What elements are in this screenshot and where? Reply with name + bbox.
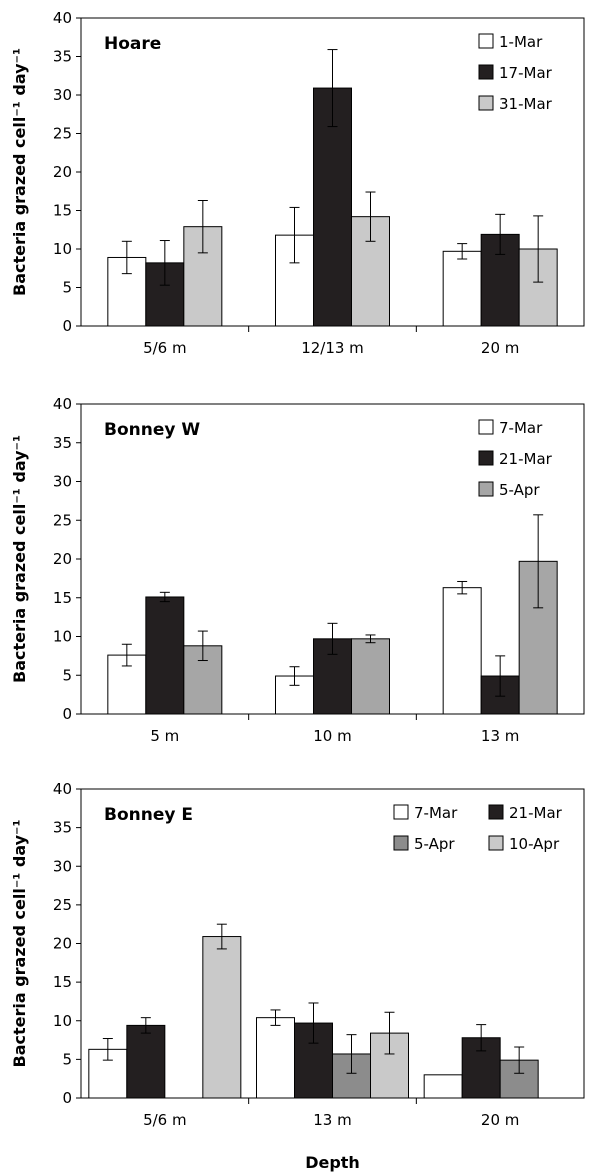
- legend-swatch: [478, 419, 494, 435]
- x-tick-label: 13 m: [481, 727, 519, 745]
- legend-label: 17-Mar: [499, 64, 553, 82]
- y-tick-label: 25: [53, 896, 72, 914]
- legend-label: 21-Mar: [499, 450, 553, 468]
- legend-label: 31-Mar: [499, 95, 553, 113]
- x-tick-label: 10 m: [313, 727, 351, 745]
- y-tick-label: 30: [53, 857, 72, 875]
- y-tick-label: 5: [62, 666, 72, 684]
- y-tick-label: 30: [53, 86, 72, 104]
- y-tick-label: 40: [53, 395, 72, 413]
- y-tick-label: 15: [53, 589, 72, 607]
- chart-panel-2: 0 5 10 15 20 25 30 35 40 5 m 10 m 13 m Bonney W 7-Mar…: [10, 395, 585, 745]
- y-tick-label: 40: [53, 9, 72, 27]
- panel-title: Hoare: [104, 34, 161, 54]
- y-axis-label: Bacteria grazed cell⁻¹ day⁻¹: [10, 48, 29, 296]
- bar: [256, 1017, 295, 1099]
- y-axis-label: Bacteria grazed cell⁻¹ day⁻¹: [10, 435, 29, 683]
- y-tick-label: 10: [53, 628, 72, 646]
- x-tick-label: 12/13 m: [301, 339, 364, 357]
- bar: [145, 596, 185, 715]
- x-axis-label: Depth: [305, 1153, 360, 1172]
- y-tick-label: 5: [62, 279, 72, 297]
- bar: [423, 1074, 463, 1099]
- panel-title: Bonney E: [104, 805, 193, 825]
- legend-label: 21-Mar: [509, 804, 563, 822]
- bar: [442, 250, 482, 327]
- legend-swatch: [478, 64, 494, 80]
- chart-panel-1: 0 5 10 15 20 25 30 35 40 5/6 m 12/13 m 20 m Hoare 1-M…: [10, 9, 585, 357]
- y-tick-label: 10: [53, 240, 72, 258]
- y-tick-label: 30: [53, 473, 72, 491]
- y-tick-label: 0: [62, 317, 72, 335]
- legend-label: 10-Apr: [509, 835, 560, 853]
- legend-label: 5-Apr: [414, 835, 455, 853]
- x-tick-label: 5/6 m: [143, 339, 187, 357]
- legend-swatch: [488, 835, 504, 851]
- legend-swatch: [488, 804, 504, 820]
- legend-swatch: [478, 450, 494, 466]
- legend-label: 7-Mar: [414, 804, 458, 822]
- y-tick-label: 15: [53, 973, 72, 991]
- legend-label: 5-Apr: [499, 481, 540, 499]
- y-tick-label: 35: [53, 434, 72, 452]
- y-tick-label: 5: [62, 1050, 72, 1068]
- y-tick-label: 25: [53, 511, 72, 529]
- bar: [202, 936, 242, 1099]
- y-tick-label: 25: [53, 125, 72, 143]
- y-tick-label: 35: [53, 819, 72, 837]
- bar: [351, 638, 390, 715]
- x-tick-label: 20 m: [481, 339, 519, 357]
- bar: [126, 1024, 166, 1099]
- legend-swatch: [478, 33, 494, 49]
- bar: [313, 87, 352, 327]
- x-tick-label: 13 m: [313, 1111, 351, 1129]
- y-tick-label: 20: [53, 163, 72, 181]
- panel-title: Bonney W: [104, 420, 200, 440]
- legend-swatch: [393, 804, 409, 820]
- y-tick-label: 15: [53, 202, 72, 220]
- y-tick-label: 20: [53, 935, 72, 953]
- y-tick-label: 10: [53, 1012, 72, 1030]
- legend-swatch: [393, 835, 409, 851]
- chart-panel-3: 0 5 10 15 20 25 30 35 40 5/6 m 13 m 20 m Bonney E 7-M…: [10, 780, 585, 1172]
- legend-swatch: [478, 95, 494, 111]
- y-tick-label: 0: [62, 1089, 72, 1107]
- x-tick-label: 5 m: [150, 727, 179, 745]
- legend-label: 1-Mar: [499, 33, 543, 51]
- y-tick-label: 0: [62, 705, 72, 723]
- x-tick-label: 20 m: [481, 1111, 519, 1129]
- legend-swatch: [478, 481, 494, 497]
- y-axis-label: Bacteria grazed cell⁻¹ day⁻¹: [10, 819, 29, 1067]
- x-tick-label: 5/6 m: [143, 1111, 187, 1129]
- legend-label: 7-Mar: [499, 419, 543, 437]
- bar: [442, 587, 482, 715]
- y-tick-label: 20: [53, 550, 72, 568]
- y-tick-label: 40: [53, 780, 72, 798]
- y-tick-label: 35: [53, 48, 72, 66]
